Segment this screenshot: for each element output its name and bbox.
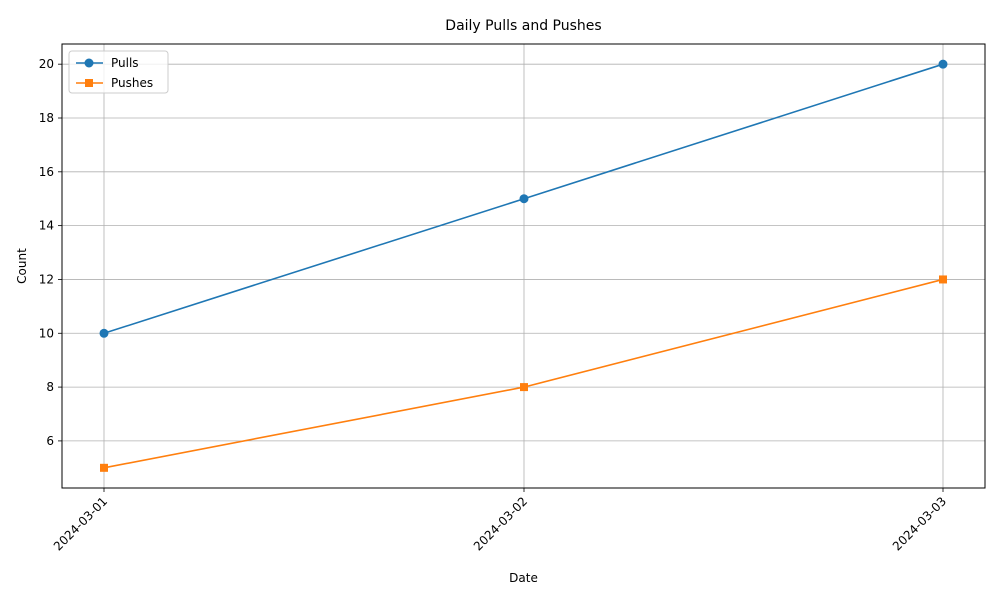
- y-tick-label: 18: [39, 111, 54, 125]
- y-tick-label: 20: [39, 57, 54, 71]
- series-layer: [99, 59, 948, 472]
- legend-marker-pushes: [85, 79, 93, 87]
- y-tick-label: 6: [46, 434, 54, 448]
- y-tick-label: 10: [39, 326, 54, 340]
- data-point-pulls: [519, 194, 529, 204]
- plot-frame: [61, 43, 986, 489]
- data-point-pulls: [99, 328, 109, 338]
- data-point-pushes: [100, 463, 108, 472]
- data-point-pushes: [939, 275, 947, 284]
- grid: [62, 44, 985, 488]
- legend-label-pulls: Pulls: [111, 56, 139, 70]
- y-tick-label: 14: [39, 219, 54, 233]
- y-axis-label: Count: [15, 248, 29, 284]
- y-tick-label: 12: [39, 272, 54, 286]
- legend: Pulls Pushes: [68, 50, 169, 94]
- legend-label-pushes: Pushes: [111, 76, 153, 90]
- y-tick-label: 8: [46, 380, 54, 394]
- data-point-pulls: [938, 59, 948, 69]
- y-tick-label: 16: [39, 165, 54, 179]
- data-point-pushes: [520, 383, 528, 392]
- legend-marker-pulls: [84, 58, 94, 68]
- x-axis-label: Date: [509, 571, 538, 585]
- chart-title: Daily Pulls and Pushes: [445, 18, 601, 34]
